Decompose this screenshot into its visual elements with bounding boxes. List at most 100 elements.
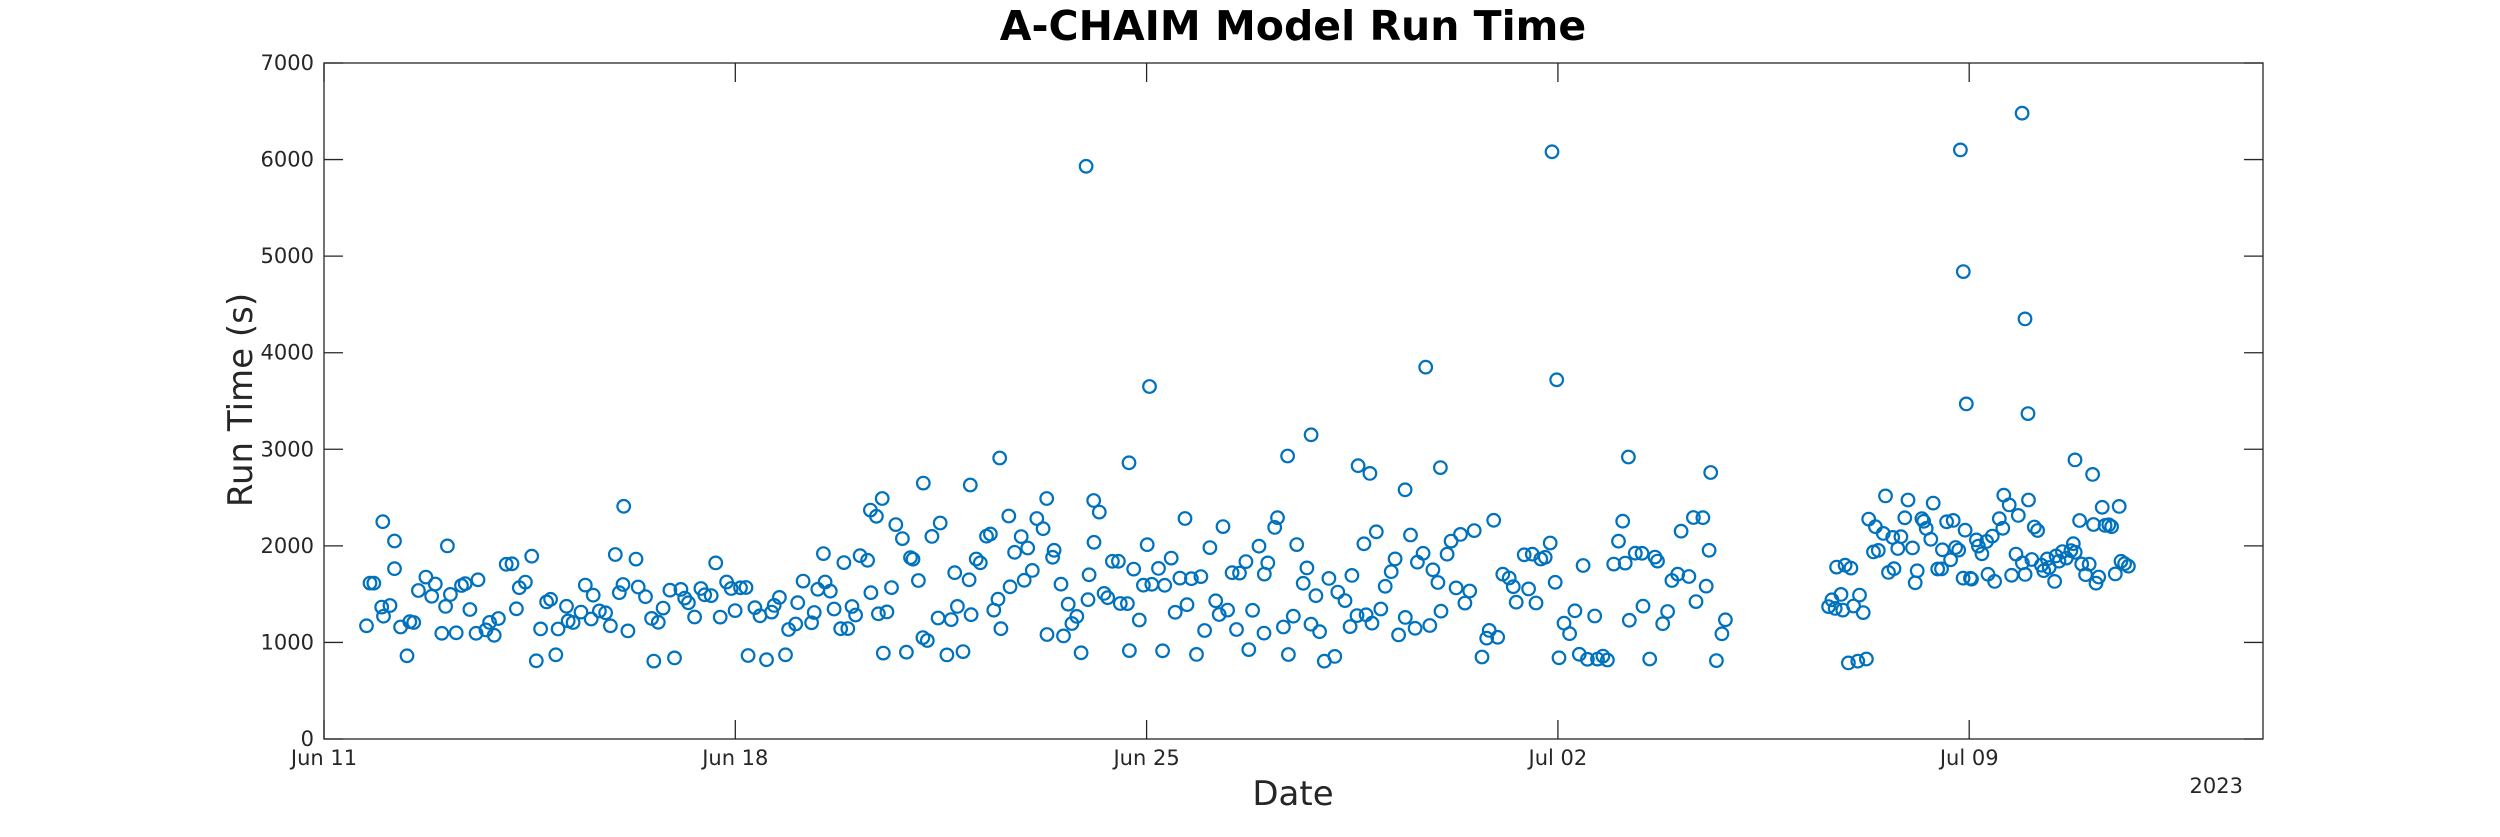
data-point xyxy=(1700,580,1713,593)
data-point xyxy=(1468,524,1481,537)
data-point xyxy=(1960,398,1973,411)
data-point xyxy=(1427,564,1440,577)
data-point xyxy=(450,627,463,640)
tick-labels: 01000200030004000500060007000Jun 11 Jun 1… xyxy=(261,51,1999,770)
data-point xyxy=(429,578,442,591)
data-point xyxy=(828,603,841,616)
data-point xyxy=(1329,650,1342,663)
y-tick-label: 4000 xyxy=(261,341,314,365)
data-point xyxy=(964,479,977,492)
data-point xyxy=(1310,589,1323,602)
data-point xyxy=(1004,581,1017,594)
data-point xyxy=(439,600,452,613)
data-point xyxy=(1339,594,1352,607)
data-point xyxy=(2048,575,2061,588)
data-point xyxy=(1553,652,1566,665)
data-point xyxy=(709,557,722,570)
data-point xyxy=(838,556,851,569)
data-point xyxy=(1143,380,1156,393)
data-point xyxy=(993,452,1006,465)
data-point xyxy=(1899,512,1912,525)
data-point xyxy=(1055,578,1068,591)
data-point xyxy=(1860,653,1873,666)
y-tick-label: 5000 xyxy=(261,244,314,268)
data-point xyxy=(1332,586,1345,599)
data-point xyxy=(1530,597,1543,610)
data-point xyxy=(1057,630,1070,643)
data-point xyxy=(1454,528,1467,541)
data-point xyxy=(444,588,457,601)
data-point xyxy=(648,655,661,668)
data-point xyxy=(885,581,898,594)
data-point xyxy=(965,608,978,621)
data-point xyxy=(1146,578,1159,591)
data-point xyxy=(1080,160,1093,173)
data-point xyxy=(1246,604,1259,617)
data-point xyxy=(1352,459,1365,472)
data-point xyxy=(2012,509,2025,522)
x-tick-label: Jul 09 xyxy=(1938,746,1999,770)
data-point xyxy=(1862,513,1875,526)
data-point xyxy=(1569,605,1582,618)
data-point xyxy=(1441,548,1454,561)
data-point xyxy=(384,599,397,612)
data-point xyxy=(1476,651,1489,664)
data-point xyxy=(472,574,485,587)
data-point xyxy=(1952,544,1965,557)
x-tick-label: Jun 18 xyxy=(700,746,768,770)
data-point xyxy=(729,604,742,617)
data-point xyxy=(1622,451,1635,464)
data-point xyxy=(2109,568,2122,581)
data-point xyxy=(742,649,755,662)
data-point xyxy=(1152,562,1165,575)
data-point xyxy=(865,586,878,599)
data-point xyxy=(1459,597,1472,610)
data-point xyxy=(510,603,523,616)
data-point xyxy=(1623,614,1636,627)
data-point xyxy=(896,532,909,545)
data-point xyxy=(1313,625,1326,638)
x-tick-label: Jun 11 xyxy=(289,746,357,770)
data-point xyxy=(1253,540,1266,553)
data-point xyxy=(1209,595,1222,608)
data-point xyxy=(1075,647,1088,660)
data-point xyxy=(1262,557,1275,570)
data-point xyxy=(951,600,964,613)
data-point xyxy=(1026,564,1039,577)
y-tick-label: 7000 xyxy=(261,51,314,75)
data-point xyxy=(1656,617,1669,630)
data-point xyxy=(900,646,913,659)
data-point xyxy=(1409,622,1422,635)
data-point xyxy=(1902,494,1915,507)
data-point xyxy=(872,608,885,621)
data-point xyxy=(464,603,477,616)
data-point xyxy=(1895,530,1908,543)
data-point xyxy=(1370,526,1383,539)
data-point xyxy=(1399,484,1412,497)
data-point xyxy=(1179,512,1192,525)
data-point xyxy=(1158,579,1171,592)
data-point xyxy=(1127,563,1140,576)
year-label: 2023 xyxy=(2190,774,2243,798)
data-point xyxy=(630,553,643,566)
data-point xyxy=(1364,467,1377,480)
data-point xyxy=(657,602,670,615)
data-point xyxy=(2003,499,2016,512)
x-tick-label: Jun 25 xyxy=(1111,746,1179,770)
data-point xyxy=(1156,645,1169,658)
data-point xyxy=(1392,629,1405,642)
y-tick-label: 1000 xyxy=(261,630,314,654)
data-point xyxy=(1563,627,1576,640)
data-point xyxy=(560,600,573,613)
data-point xyxy=(2031,524,2044,537)
data-point xyxy=(1399,611,1412,624)
data-point xyxy=(388,562,401,575)
data-point xyxy=(1483,624,1496,637)
data-point xyxy=(534,623,547,636)
data-point xyxy=(1643,653,1656,666)
data-point xyxy=(2019,313,2032,326)
data-point xyxy=(1550,374,1563,387)
data-point xyxy=(1169,606,1182,619)
data-point xyxy=(1190,648,1203,661)
